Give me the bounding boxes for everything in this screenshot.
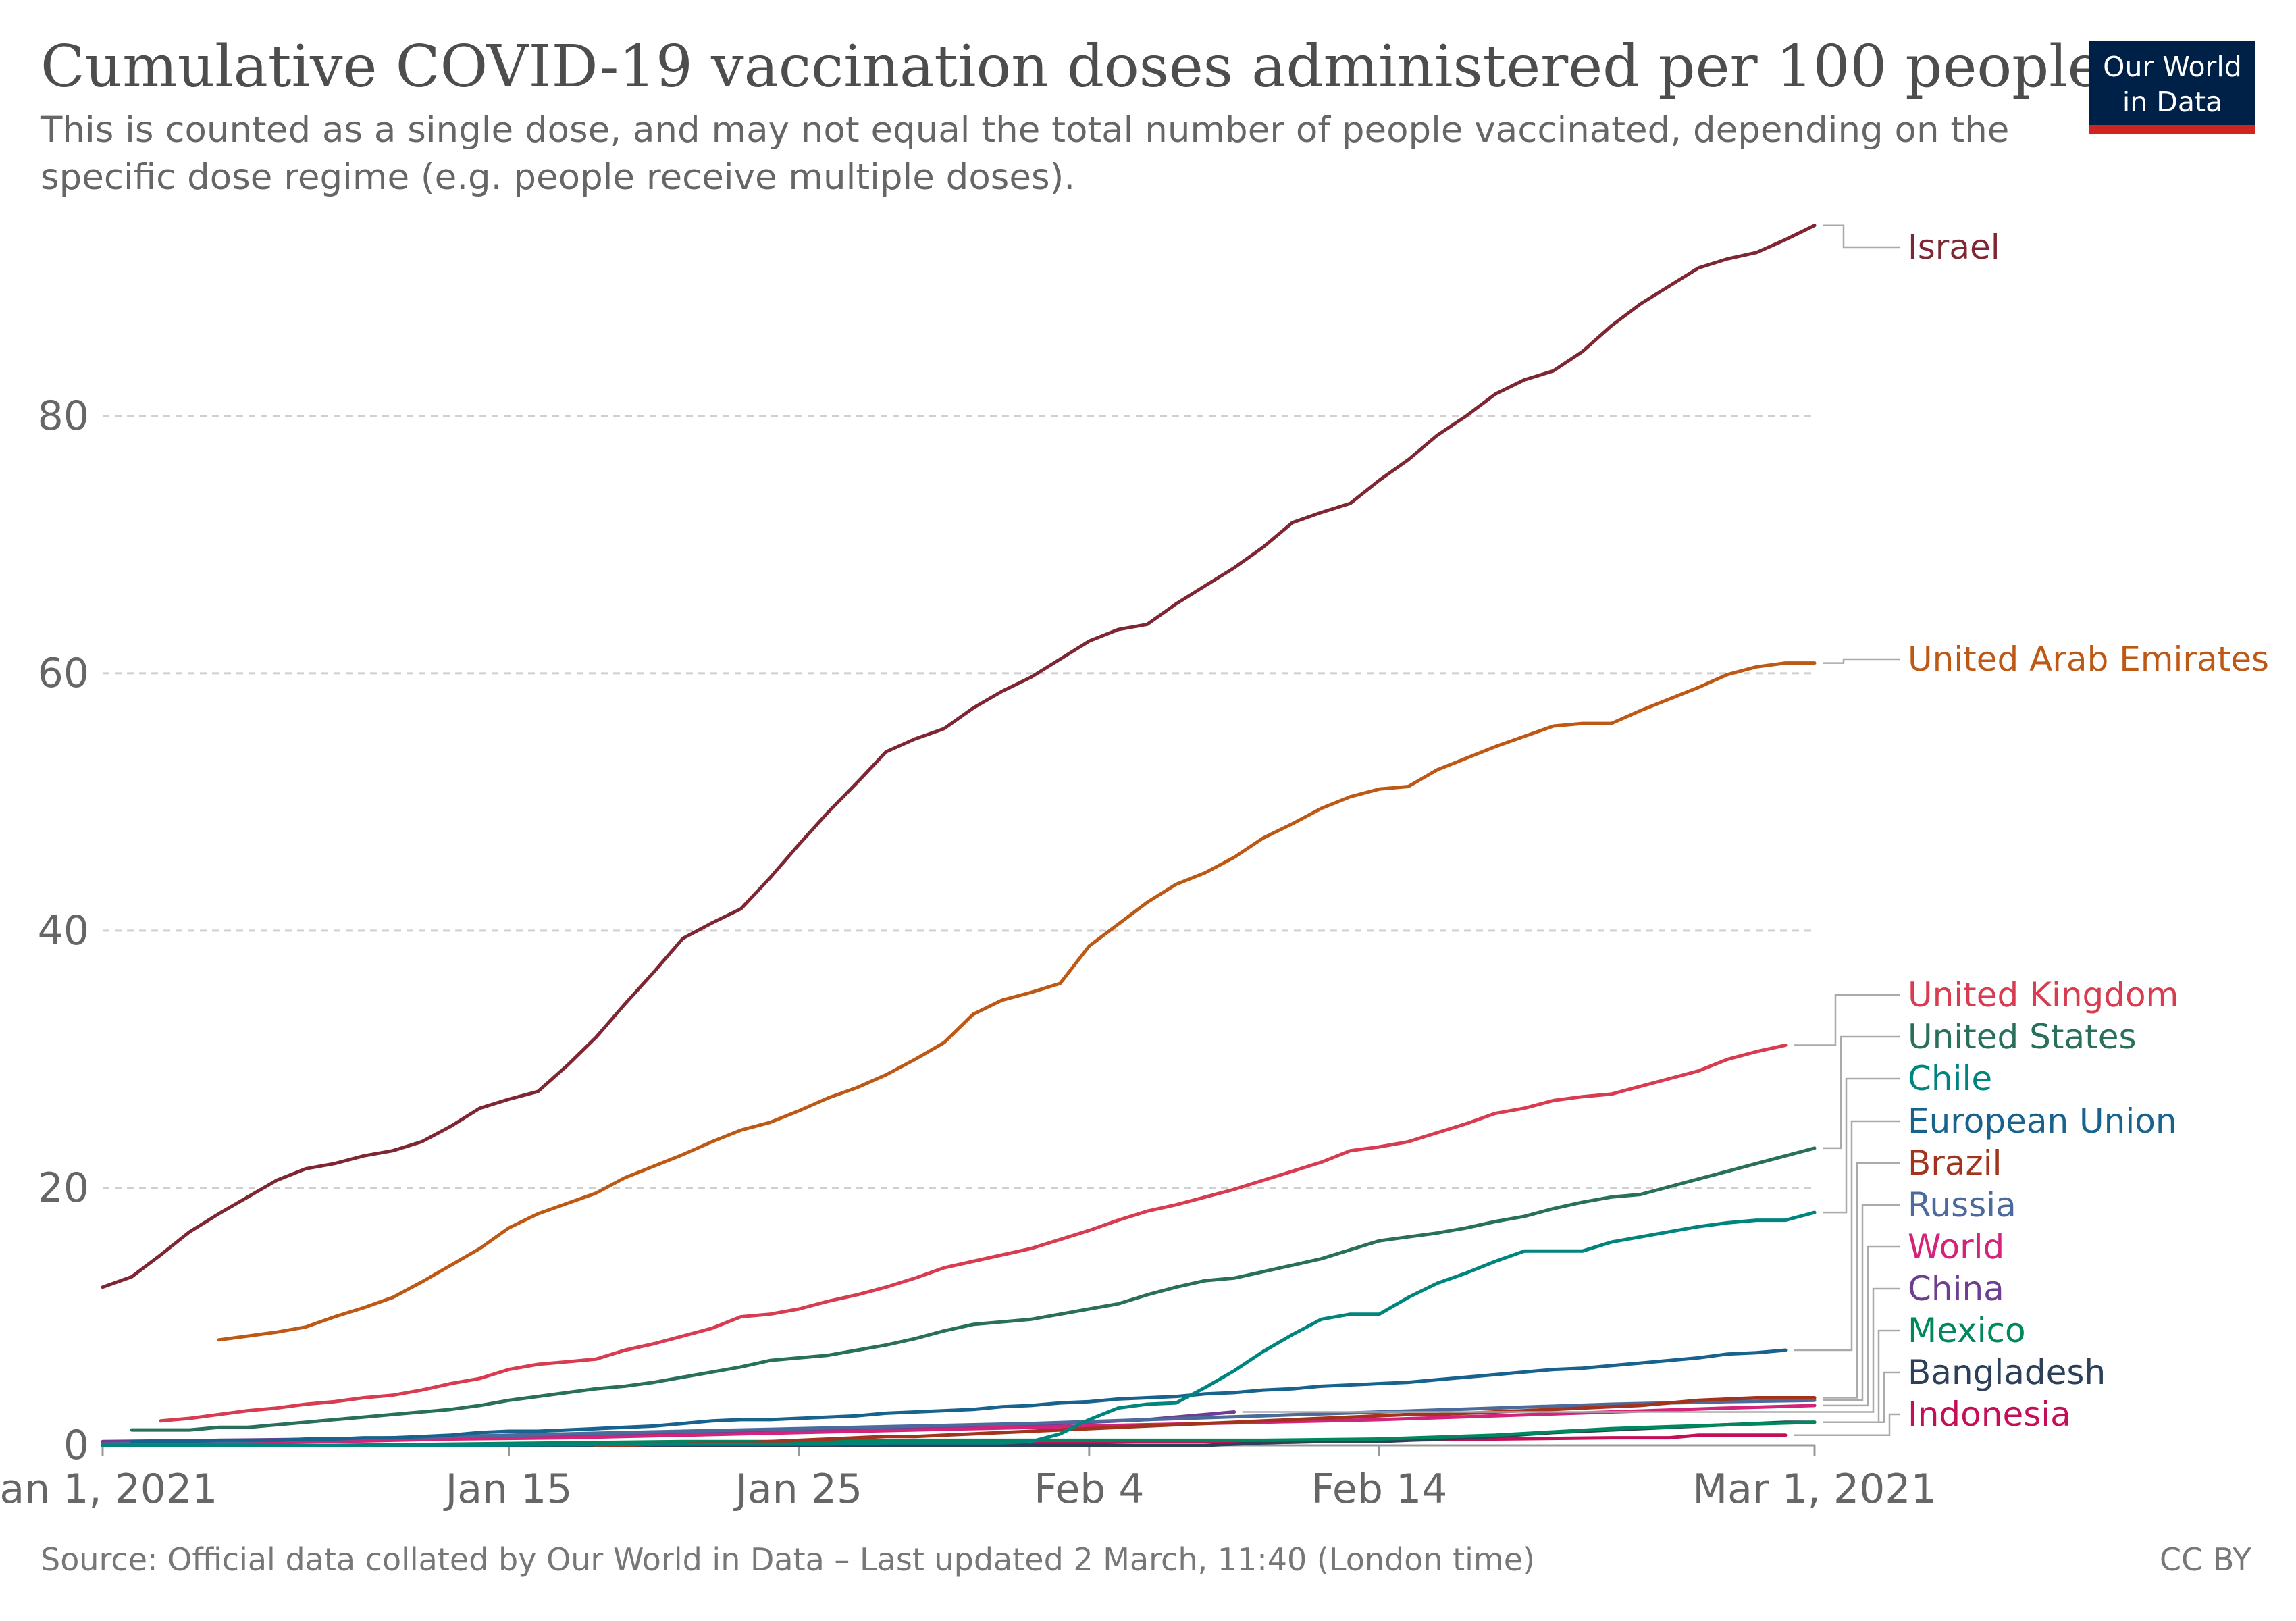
series-line-european-union[interactable] bbox=[130, 1348, 1788, 1443]
leader-line-united-states bbox=[1823, 1035, 1900, 1150]
leader-line-russia bbox=[1823, 1204, 1900, 1401]
logo-background bbox=[2089, 41, 2255, 125]
leader-line-world bbox=[1823, 1245, 1900, 1407]
series-line-united-kingdom[interactable] bbox=[159, 1044, 1788, 1423]
leader-line-united-arab-emirates bbox=[1823, 658, 1900, 664]
series-line-chile[interactable] bbox=[101, 1210, 1817, 1447]
series-label-brazil[interactable]: Brazil bbox=[1908, 1143, 2002, 1183]
series-label-china[interactable]: China bbox=[1908, 1269, 2004, 1308]
series-label-israel[interactable]: Israel bbox=[1908, 228, 2000, 267]
series-label-russia[interactable]: Russia bbox=[1908, 1185, 2016, 1225]
series-label-european-union[interactable]: European Union bbox=[1908, 1102, 2177, 1141]
license-link[interactable]: CC BY bbox=[2160, 1541, 2252, 1578]
owid-logo[interactable]: Our World in Data bbox=[2089, 41, 2255, 134]
x-axis: Jan 1, 2021 Jan 15 Jan 25 Feb 4 Feb 14 Mar 1,… bbox=[0, 1444, 1937, 1513]
series-label-mexico[interactable]: Mexico bbox=[1908, 1311, 2026, 1350]
x-tick-label: Feb 14 bbox=[1311, 1466, 1448, 1513]
series-line-united-arab-emirates[interactable] bbox=[217, 661, 1817, 1342]
y-tick-label: 60 bbox=[38, 650, 89, 697]
series-label-indonesia[interactable]: Indonesia bbox=[1908, 1395, 2071, 1434]
series-label-united-states[interactable]: United States bbox=[1908, 1017, 2137, 1056]
leader-line-bangladesh bbox=[1823, 1371, 1900, 1423]
y-tick-label: 0 bbox=[63, 1422, 89, 1469]
series-label-world[interactable]: World bbox=[1908, 1227, 2004, 1266]
x-tick-label: Mar 1, 2021 bbox=[1692, 1466, 1936, 1513]
chart-subtitle-line-2: specific dose regime (e.g. people receiv… bbox=[41, 157, 1075, 198]
series-line-brazil[interactable] bbox=[594, 1396, 1817, 1447]
series-line-united-states[interactable] bbox=[130, 1146, 1817, 1432]
leader-line-indonesia bbox=[1794, 1413, 1900, 1437]
leader-line-united-kingdom bbox=[1794, 994, 1900, 1046]
chart-subtitle-line-1: This is counted as a single dose, and ma… bbox=[40, 109, 2009, 151]
series-label-chile[interactable]: Chile bbox=[1908, 1059, 1992, 1098]
y-tick-label: 80 bbox=[38, 392, 89, 440]
y-tick-label: 20 bbox=[38, 1164, 89, 1212]
series-line-israel[interactable] bbox=[101, 224, 1817, 1289]
x-tick-label: Jan 15 bbox=[443, 1466, 573, 1513]
series-label-united-kingdom[interactable]: United Kingdom bbox=[1908, 975, 2178, 1014]
logo-line-2: in Data bbox=[2122, 86, 2222, 118]
y-tick-label: 40 bbox=[38, 907, 89, 954]
x-tick-label: Jan 25 bbox=[733, 1466, 862, 1513]
series-lines bbox=[101, 224, 1817, 1447]
y-axis-ticks: 0 20 40 60 80 bbox=[38, 392, 89, 1469]
series-label-bangladesh[interactable]: Bangladesh bbox=[1908, 1353, 2106, 1392]
leader-line-european-union bbox=[1794, 1120, 1900, 1352]
leader-line-mexico bbox=[1823, 1329, 1900, 1423]
gridlines bbox=[103, 415, 1815, 1189]
series-label-united-arab-emirates[interactable]: United Arab Emirates bbox=[1908, 640, 2269, 679]
x-tick-label: Feb 4 bbox=[1034, 1466, 1144, 1513]
source-note: Source: Official data collated by Our Wo… bbox=[41, 1541, 1535, 1578]
chart-title: Cumulative COVID-19 vaccination doses ad… bbox=[41, 33, 2102, 101]
leader-line-chile bbox=[1823, 1077, 1900, 1214]
series-labels: Israel United Arab Emirates United Kingdom… bbox=[1908, 228, 2269, 1434]
leader-line-israel bbox=[1823, 224, 1900, 249]
label-leader-lines bbox=[1242, 224, 1900, 1437]
logo-accent-bar bbox=[2089, 125, 2255, 134]
series-line-world[interactable] bbox=[101, 1404, 1817, 1446]
x-tick-label: Jan 1, 2021 bbox=[0, 1466, 217, 1513]
logo-line-1: Our World bbox=[2103, 51, 2242, 83]
leader-line-china bbox=[1242, 1287, 1900, 1413]
leader-line-brazil bbox=[1823, 1162, 1900, 1399]
